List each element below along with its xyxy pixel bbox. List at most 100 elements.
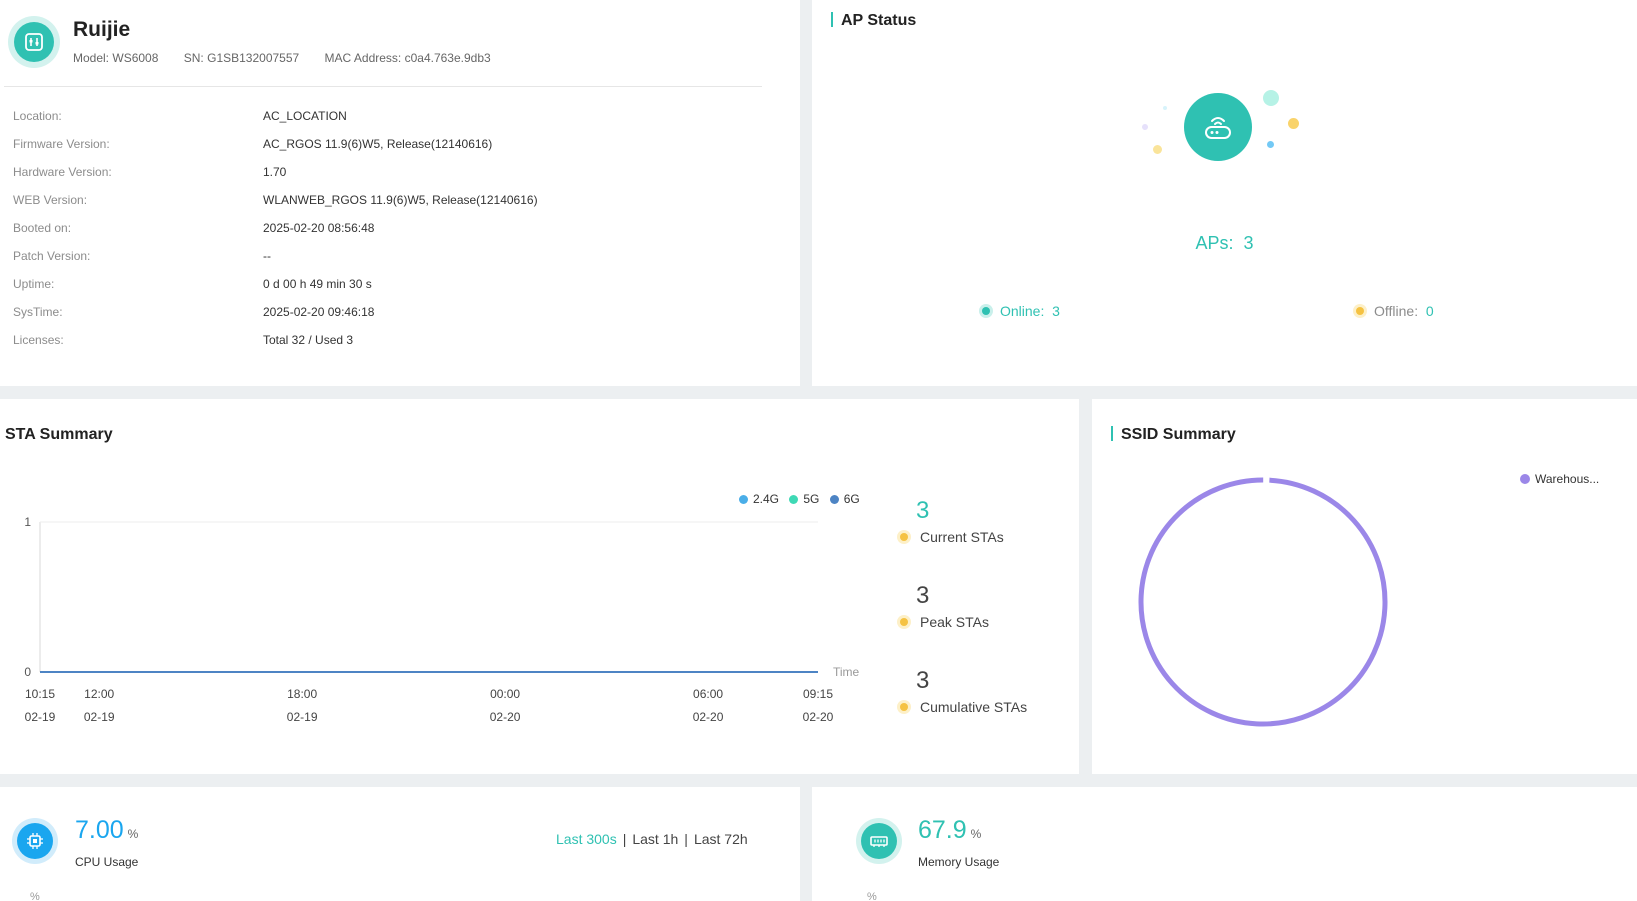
cpu-usage-value: 7.00% [75, 816, 139, 844]
x-tick-date: 02-20 [693, 710, 724, 724]
cpu-usage-label: CPU Usage [75, 855, 139, 869]
cpu-axis-unit: % [30, 891, 40, 901]
sta-summary-card: STA Summary 2.4G 5G 6G 0 1 10:15 02-19 12:00… [0, 399, 1079, 774]
memory-usage-label: Memory Usage [918, 855, 1000, 869]
decor-dot [1263, 90, 1279, 106]
cumulative-stas-label: Cumulative STAs [920, 699, 1028, 715]
title-accent [831, 12, 833, 27]
info-value: 2025-02-20 08:56:48 [263, 221, 375, 235]
info-value: -- [263, 249, 271, 263]
current-stas: 3 Current STAs [900, 497, 1004, 545]
cpu-icon [12, 818, 58, 864]
x-tick-time: 18:00 [287, 687, 317, 701]
sn-value: G1SB132007557 [207, 51, 300, 65]
info-label: SysTime: [13, 305, 63, 319]
current-stas-dot [900, 533, 908, 541]
range-last-300s[interactable]: Last 300s [556, 831, 617, 847]
legend-item-5g[interactable]: 5G [789, 492, 819, 506]
info-value: 1.70 [263, 165, 287, 179]
info-value: 2025-02-20 09:46:18 [263, 305, 375, 319]
info-label: Hardware Version: [13, 165, 112, 179]
decor-dot [1163, 106, 1167, 110]
mac-value: c0a4.763e.9db3 [404, 51, 491, 65]
cumulative-stas-dot [900, 703, 908, 711]
peak-stas-dot [900, 618, 908, 626]
range-last-1h[interactable]: Last 1h [632, 831, 679, 847]
current-stas-label: Current STAs [920, 529, 1004, 545]
ssid-summary-card: SSID Summary Warehous... [1092, 399, 1637, 774]
device-info-card: Ruijie Model: WS6008 SN: G1SB132007557 M… [0, 0, 800, 386]
cumulative-stas-value: 3 [916, 667, 930, 694]
info-row-firmware: Firmware Version: AC_RGOS 11.9(6)W5, Rel… [13, 137, 538, 165]
peak-stas-value: 3 [916, 582, 930, 609]
x-tick-time: 10:15 [25, 687, 55, 701]
info-row-hardware: Hardware Version: 1.70 [13, 165, 538, 193]
ssid-ring-segment [1138, 477, 1388, 727]
divider [4, 86, 762, 87]
x-tick-date: 02-19 [84, 710, 115, 724]
router-icon [1184, 93, 1252, 161]
x-tick-time: 00:00 [490, 687, 520, 701]
info-value: AC_RGOS 11.9(6)W5, Release(12140616) [263, 137, 493, 151]
y-tick-label: 1 [24, 515, 31, 529]
device-icon [8, 16, 60, 68]
model-value: WS6008 [112, 51, 159, 65]
info-value: AC_LOCATION [263, 109, 347, 123]
peak-stas-label: Peak STAs [920, 614, 989, 630]
info-label: Firmware Version: [13, 137, 110, 151]
info-label: Licenses: [13, 333, 64, 347]
cpu-range-selector: Last 300s | Last 1h | Last 72h [556, 831, 748, 847]
decor-dot [1153, 145, 1162, 154]
sn-label: SN: [183, 51, 204, 65]
decor-dot [1288, 118, 1299, 129]
device-info-table: Location: AC_LOCATION Firmware Version: … [13, 109, 538, 361]
ssid-donut-chart[interactable] [1136, 475, 1390, 729]
decor-dot [1142, 124, 1148, 130]
info-row-uptime: Uptime: 0 d 00 h 49 min 30 s [13, 277, 538, 305]
legend-item-2g[interactable]: 2.4G [739, 492, 779, 506]
ap-status-title: AP Status [831, 12, 916, 30]
model-label: Model: [73, 51, 110, 65]
info-row-location: Location: AC_LOCATION [13, 109, 538, 137]
peak-stas: 3 Peak STAs [900, 582, 989, 630]
x-tick-date: 02-20 [490, 710, 521, 724]
ap-count: APs: 3 [1195, 233, 1254, 253]
info-row-licenses: Licenses: Total 32 / Used 3 [13, 333, 538, 361]
legend-item-6g[interactable]: 6G [829, 492, 860, 506]
info-row-booted: Booted on: 2025-02-20 08:56:48 [13, 221, 538, 249]
cumulative-stas: 3 Cumulative STAs [900, 667, 1027, 715]
ssid-legend-swatch [1520, 474, 1530, 484]
memory-icon [856, 818, 902, 864]
memory-usage-card: 67.9% Memory Usage % [812, 787, 1637, 901]
ap-offline-stat[interactable]: Offline: 0 [1356, 303, 1434, 319]
range-last-72h[interactable]: Last 72h [693, 831, 748, 847]
x-tick-date: 02-19 [287, 710, 318, 724]
x-tick-time: 06:00 [693, 687, 723, 701]
y-tick-label: 0 [24, 665, 31, 679]
info-value: WLANWEB_RGOS 11.9(6)W5, Release(12140616… [263, 193, 538, 207]
sta-summary-title: STA Summary [5, 426, 113, 443]
ssid-summary-title: SSID Summary [1111, 426, 1236, 444]
cpu-usage-card: 7.00% CPU Usage Last 300s | Last 1h | Last 7… [0, 787, 800, 901]
current-stas-value: 3 [916, 497, 930, 524]
info-row-web-version: WEB Version: WLANWEB_RGOS 11.9(6)W5, Rel… [13, 193, 538, 221]
info-label: Patch Version: [13, 249, 91, 263]
x-tick-date: 02-19 [25, 710, 56, 724]
info-label: WEB Version: [13, 193, 88, 207]
mac-label: MAC Address: [324, 51, 402, 65]
ap-online-stat[interactable]: Online: 3 [982, 303, 1060, 319]
memory-axis-unit: % [867, 891, 877, 901]
title-accent [1111, 426, 1113, 441]
sta-line-chart: 0 1 10:15 02-19 12:00 02-19 18:00 02-19 00:00 02-… [24, 515, 859, 724]
info-row-systime: SysTime: 2025-02-20 09:46:18 [13, 305, 538, 333]
info-label: Location: [13, 109, 62, 123]
info-value: 0 d 00 h 49 min 30 s [263, 277, 372, 291]
ap-status-card: AP Status APs: 3 Online: 3 Offline: 0 [812, 0, 1637, 386]
info-row-patch: Patch Version: -- [13, 249, 538, 277]
offline-status-dot [1356, 307, 1364, 315]
chart-legend: 2.4G 5G 6G [739, 492, 867, 506]
ssid-legend-item[interactable]: Warehous... [1520, 472, 1599, 486]
x-tick-time: 12:00 [84, 687, 114, 701]
device-name: Ruijie [73, 18, 131, 41]
device-meta: Model: WS6008 SN: G1SB132007557 MAC Addr… [73, 51, 491, 65]
